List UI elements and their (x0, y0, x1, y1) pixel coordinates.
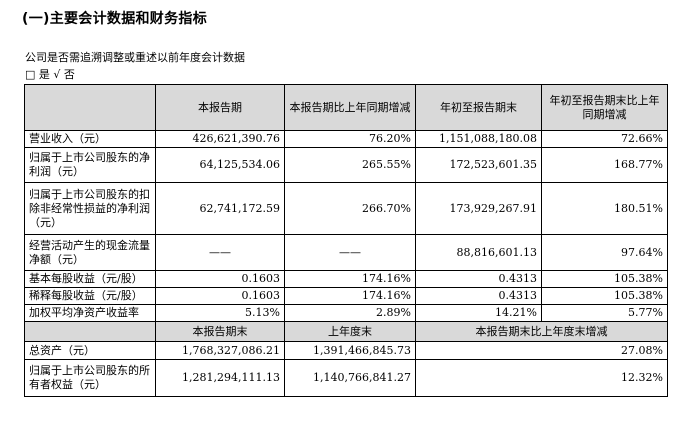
cell-value: 64,125,534.06 (155, 147, 285, 183)
cell-value: 1,391,466,845.73 (284, 341, 416, 360)
cell-value: 5.13% (155, 304, 285, 322)
cell-value: 105.38% (541, 287, 668, 305)
header-period-end-change: 本报告期末比上年度末增减 (415, 321, 668, 342)
cell-value-dash: —— (155, 234, 285, 271)
cell-value: 0.4313 (415, 270, 542, 288)
cell-value: 174.16% (284, 270, 416, 288)
table-row: 营业收入（元） 426,621,390.76 76.20% 1,151,088,… (24, 130, 668, 148)
cell-value: 76.20% (284, 130, 416, 148)
cell-value: 0.1603 (155, 270, 285, 288)
cell-value: 1,281,294,111.13 (155, 359, 285, 397)
cell-value: 27.08% (415, 341, 668, 360)
cell-value: 2.89% (284, 304, 416, 322)
cell-value: 105.38% (541, 270, 668, 288)
cell-value: 97.64% (541, 234, 668, 271)
header-ytd-change: 年初至报告期末比上年同期增减 (541, 84, 668, 131)
row-label: 归属于上市公司股东的所有者权益（元） (24, 359, 156, 397)
cell-value: 5.77% (541, 304, 668, 322)
header-current-period: 本报告期 (155, 84, 285, 131)
cell-value: 180.51% (541, 182, 668, 235)
table-row: 归属于上市公司股东的扣除非经常性损益的净利润（元） 62,741,172.59 … (24, 182, 668, 235)
table-row: 归属于上市公司股东的所有者权益（元） 1,281,294,111.13 1,14… (24, 359, 668, 397)
header-current-period-change: 本报告期比上年同期增减 (284, 84, 416, 131)
cell-value: 265.55% (284, 147, 416, 183)
row-label: 总资产（元） (24, 341, 156, 360)
restatement-question: 公司是否需追溯调整或重述以前年度会计数据 (25, 51, 245, 64)
row-label: 归属于上市公司股东的净利润（元） (24, 147, 156, 183)
cell-value: 172,523,601.35 (415, 147, 542, 183)
cell-value: 14.21% (415, 304, 542, 322)
header-ytd: 年初至报告期末 (415, 84, 542, 131)
cell-value: 72.66% (541, 130, 668, 148)
cell-value: 266.70% (284, 182, 416, 235)
row-label: 稀释每股收益（元/股） (24, 287, 156, 305)
header-period-end: 本报告期末 (155, 321, 285, 342)
cell-value: 426,621,390.76 (155, 130, 285, 148)
row-label: 经营活动产生的现金流量净额（元） (24, 234, 156, 271)
cell-value: 62,741,172.59 (155, 182, 285, 235)
table-row: 加权平均净资产收益率 5.13% 2.89% 14.21% 5.77% (24, 304, 668, 322)
row-label: 加权平均净资产收益率 (24, 304, 156, 322)
table-row: 总资产（元） 1,768,327,086.21 1,391,466,845.73… (24, 341, 668, 360)
row-label: 归属于上市公司股东的扣除非经常性损益的净利润（元） (24, 182, 156, 235)
table-row: 归属于上市公司股东的净利润（元） 64,125,534.06 265.55% 1… (24, 147, 668, 183)
table-header-row-2: 本报告期末 上年度末 本报告期末比上年度末增减 (24, 321, 668, 342)
header-blank-cell (24, 84, 156, 131)
cell-value: 88,816,601.13 (415, 234, 542, 271)
cell-value: 0.4313 (415, 287, 542, 305)
table-row: 经营活动产生的现金流量净额（元） —— —— 88,816,601.13 97.… (24, 234, 668, 271)
cell-value: 0.1603 (155, 287, 285, 305)
row-label: 营业收入（元） (24, 130, 156, 148)
section-title: (一)主要会计数据和财务指标 (22, 11, 207, 27)
table-header-row: 本报告期 本报告期比上年同期增减 年初至报告期末 年初至报告期末比上年同期增减 (24, 84, 668, 131)
restatement-answer: □ 是 √ 否 (25, 68, 75, 81)
cell-value: 173,929,267.91 (415, 182, 542, 235)
financial-indicators-table: 本报告期 本报告期比上年同期增减 年初至报告期末 年初至报告期末比上年同期增减 … (24, 84, 668, 397)
row-label: 基本每股收益（元/股） (24, 270, 156, 288)
cell-value: 12.32% (415, 359, 668, 397)
cell-value: 168.77% (541, 147, 668, 183)
table-row: 基本每股收益（元/股） 0.1603 174.16% 0.4313 105.38… (24, 270, 668, 288)
cell-value: 1,768,327,086.21 (155, 341, 285, 360)
cell-value: 174.16% (284, 287, 416, 305)
header-prior-year-end: 上年度末 (284, 321, 416, 342)
table-row: 稀释每股收益（元/股） 0.1603 174.16% 0.4313 105.38… (24, 287, 668, 305)
cell-value-dash: —— (284, 234, 416, 271)
header-blank-cell (24, 321, 156, 342)
cell-value: 1,140,766,841.27 (284, 359, 416, 397)
cell-value: 1,151,088,180.08 (415, 130, 542, 148)
